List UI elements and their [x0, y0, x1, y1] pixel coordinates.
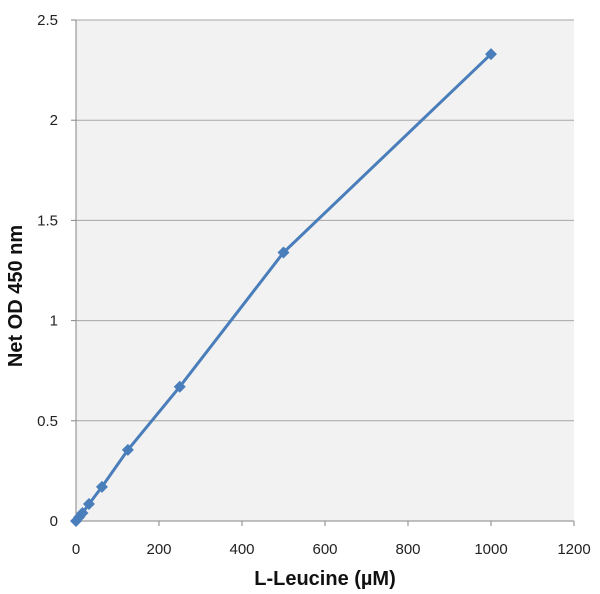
x-tick-label: 0 [72, 541, 80, 558]
data-series [70, 48, 497, 527]
x-tick-label: 800 [395, 541, 420, 558]
y-tick-label: 0.5 [37, 413, 58, 430]
x-tick-label: 200 [146, 541, 171, 558]
data-point-4 [95, 480, 108, 493]
y-tick-label: 0 [50, 513, 58, 530]
axes [71, 19, 575, 526]
x-axis-title: L-Leucine (µM) [254, 568, 396, 590]
data-point-6 [173, 380, 186, 393]
data-point-2 [76, 506, 89, 519]
x-tick-label: 1200 [557, 541, 590, 558]
data-point-5 [121, 443, 134, 456]
x-tick-label: 400 [229, 541, 254, 558]
y-tick-label: 2.5 [37, 12, 58, 29]
y-tick-label: 1.5 [37, 212, 58, 229]
y-tick-label: 2 [50, 112, 58, 129]
y-tick-label: 1 [50, 313, 58, 330]
gridlines [76, 19, 574, 422]
data-point-8 [485, 48, 497, 61]
plot-area [76, 20, 574, 521]
data-point-3 [82, 497, 95, 510]
x-tick-labels: 0 200 400 600 800 1000 1200 [72, 541, 591, 558]
y-axis-title: Net OD 450 nm [5, 225, 27, 367]
x-tick-label: 600 [312, 541, 337, 558]
x-tick-label: 1000 [474, 541, 507, 558]
data-point-7 [277, 246, 290, 259]
y-tick-labels: 0 0.5 1 1.5 2 2.5 [37, 12, 58, 530]
